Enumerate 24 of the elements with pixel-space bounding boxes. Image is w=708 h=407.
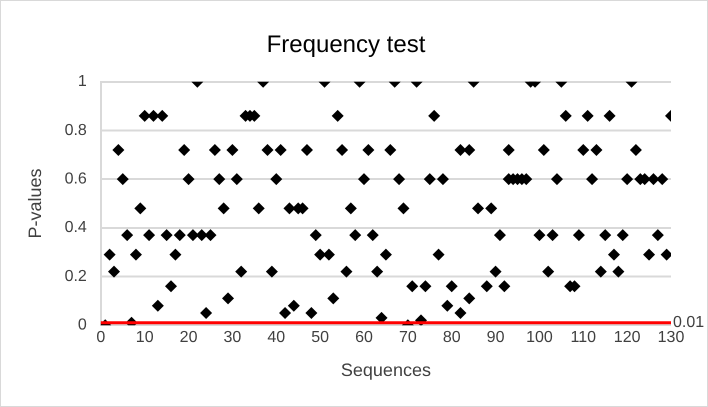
y-tick-label: 0.8 [64, 122, 87, 139]
x-tick-label: 90 [486, 329, 505, 346]
ref-line-label: 0.01 [673, 314, 704, 332]
x-tick-label: 50 [311, 329, 330, 346]
x-tick-label: 100 [526, 329, 553, 346]
y-tick-label: 0 [78, 316, 87, 334]
y-tick-label: 1 [78, 73, 87, 90]
x-axis-title: Sequences [340, 360, 431, 380]
x-tick-label: 30 [224, 329, 242, 346]
y-tick-label: 0.2 [64, 268, 87, 285]
x-tick-label: 20 [180, 329, 198, 346]
y-tick-label: 0.4 [64, 219, 87, 236]
x-tick-label: 80 [442, 329, 461, 346]
x-tick-label: 40 [267, 329, 286, 346]
x-tick-label: 60 [355, 329, 373, 346]
x-tick-label: 10 [136, 329, 154, 346]
y-axis-title: P-values [24, 168, 45, 239]
x-tick-label: 120 [614, 329, 641, 346]
x-tick-label: 70 [398, 329, 417, 346]
x-tick-label: 130 [658, 329, 684, 346]
y-tick-label: 0.6 [64, 170, 87, 188]
x-tick-label: 0 [96, 329, 106, 346]
chart-title: Frequency test [266, 31, 426, 58]
x-tick-label: 110 [570, 329, 596, 346]
